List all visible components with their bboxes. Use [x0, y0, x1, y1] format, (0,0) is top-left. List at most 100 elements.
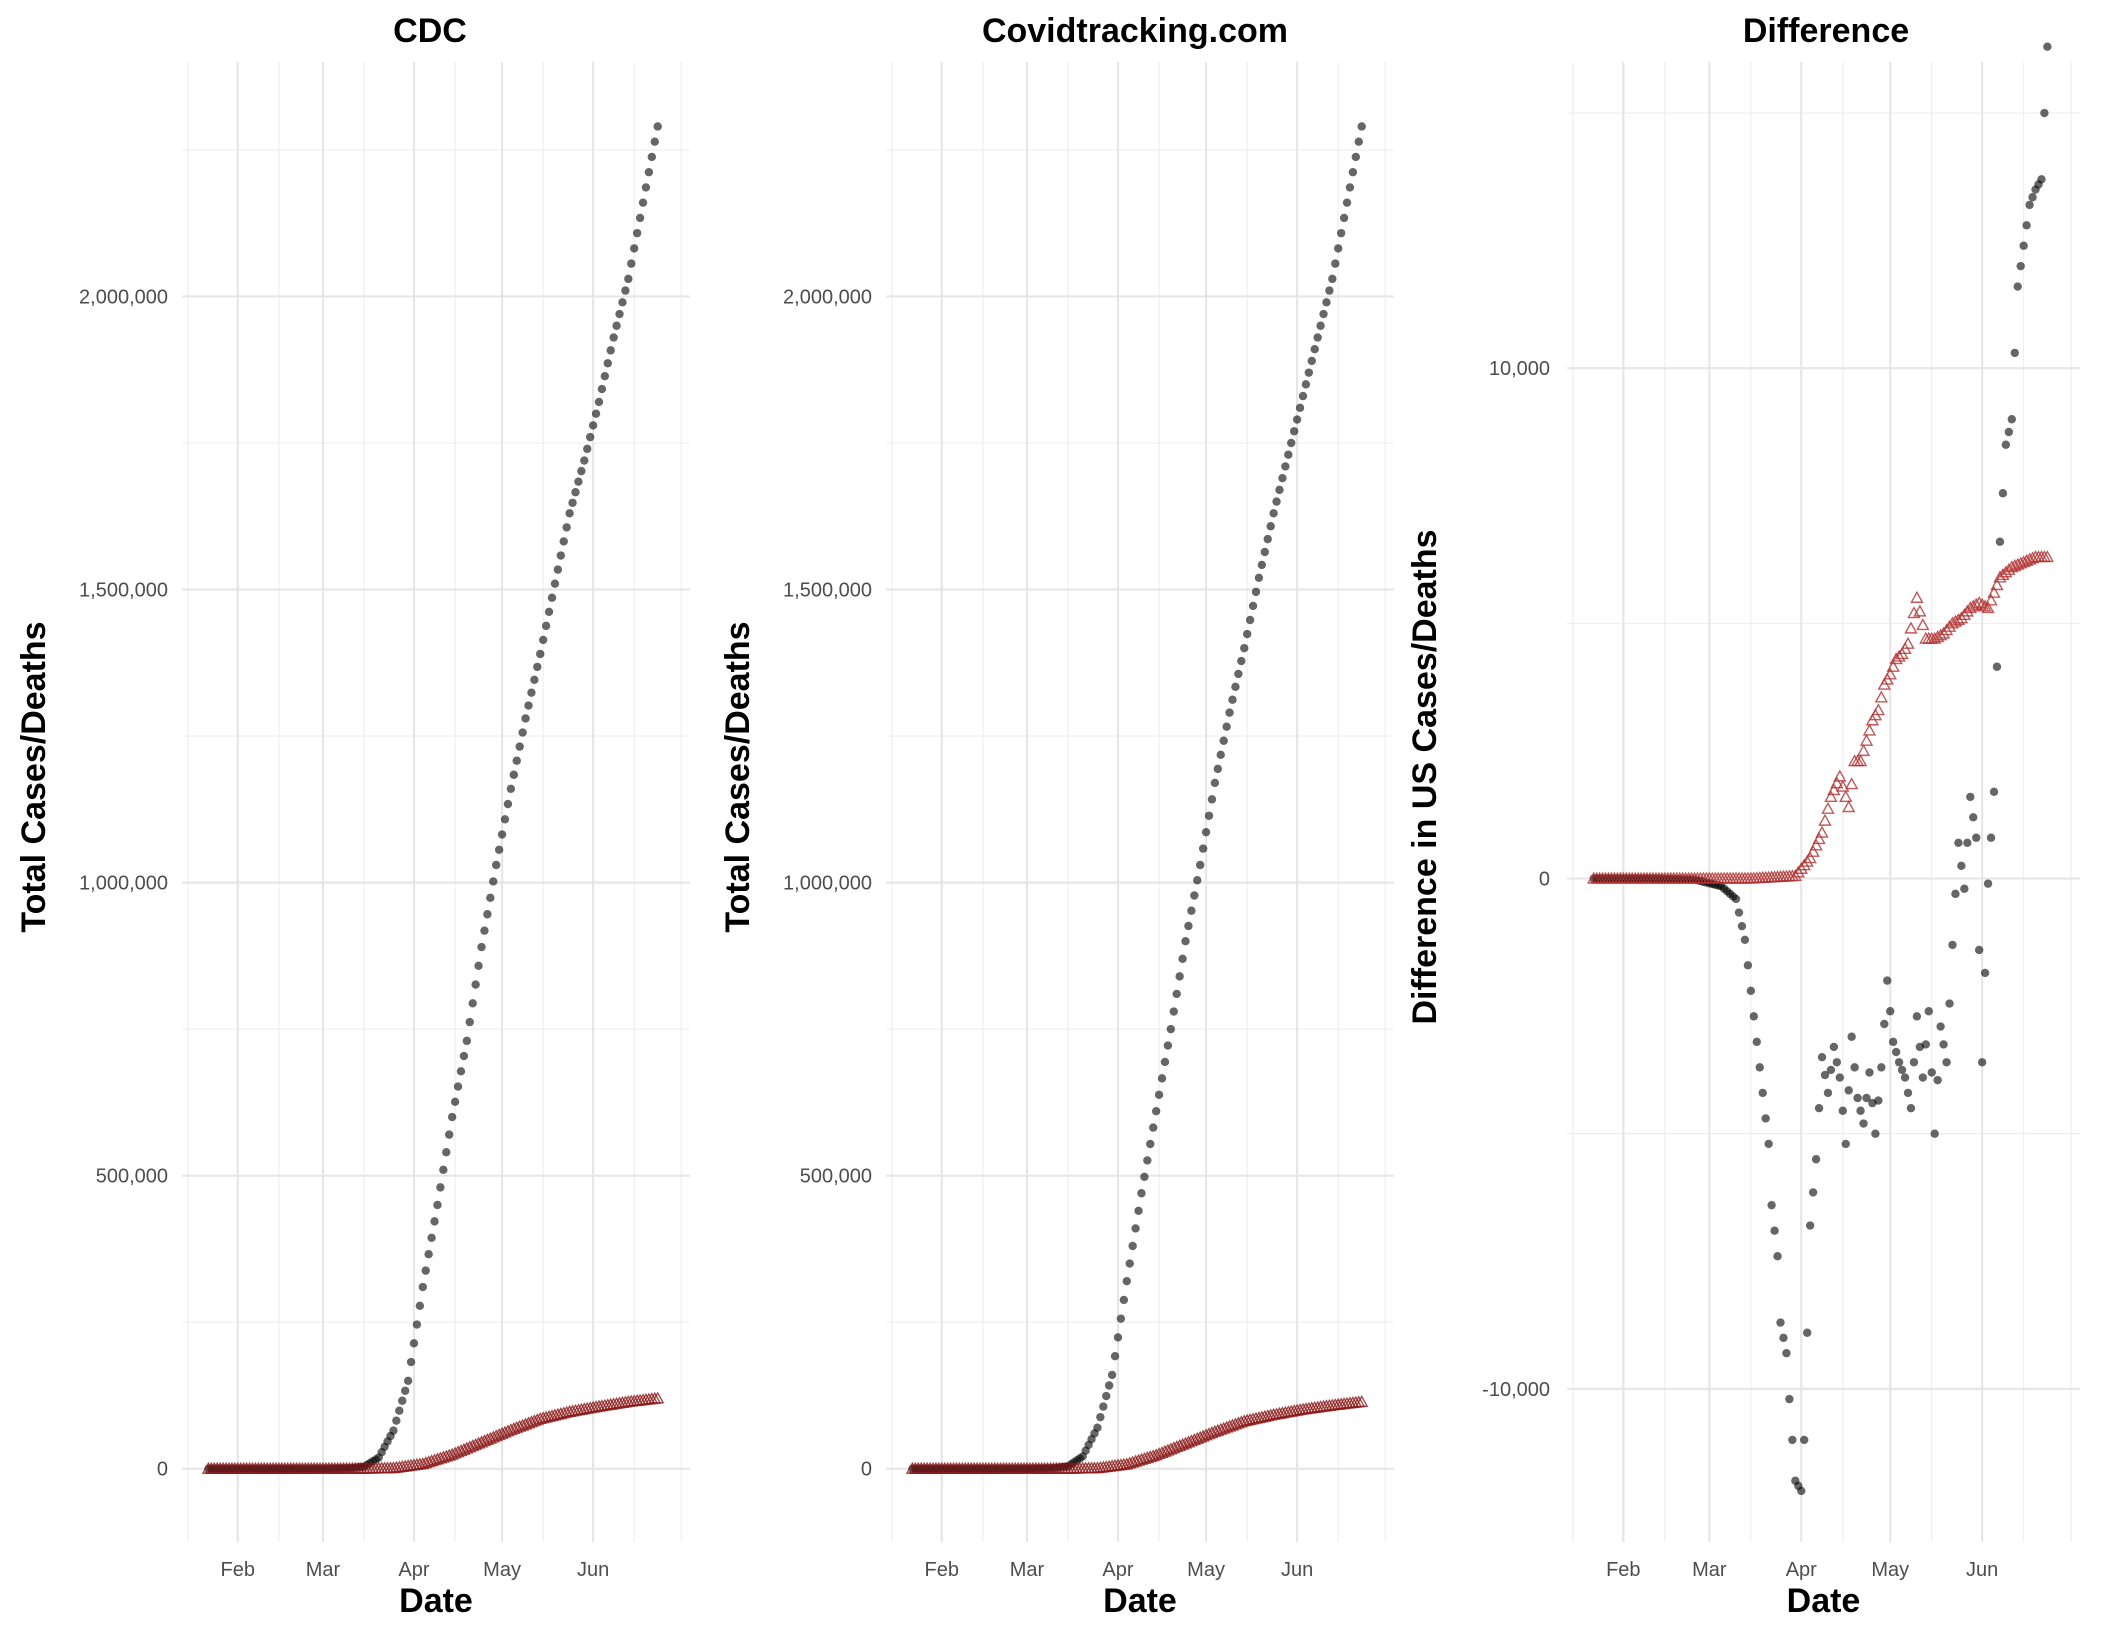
data-point-deaths	[1803, 851, 1817, 864]
data-point-cases	[1289, 427, 1299, 436]
data-point-cases	[1172, 989, 1181, 999]
data-point-deaths	[1172, 1438, 1187, 1451]
data-point-cases	[544, 607, 554, 616]
data-point-cases	[1316, 321, 1325, 330]
data-point-cases	[1251, 587, 1261, 597]
data-point-cases	[1163, 1041, 1173, 1050]
data-point-cases	[465, 1017, 474, 1027]
x-tick-label: Mar	[1010, 1559, 1045, 1581]
data-point-cases	[456, 1067, 466, 1076]
data-point-deaths	[1355, 1394, 1369, 1408]
data-point-deaths	[486, 1430, 500, 1443]
data-point-deaths	[1193, 1430, 1207, 1443]
data-point-cases	[453, 1082, 463, 1091]
data-point-deaths	[1975, 597, 1989, 610]
data-point-cases	[1972, 833, 1981, 842]
data-point-cases	[1874, 1096, 1883, 1105]
data-point-deaths	[1853, 754, 1868, 767]
data-point-cases	[506, 784, 516, 794]
data-point-cases	[450, 1097, 460, 1107]
data-point-deaths	[1936, 626, 1951, 639]
data-point-cases	[2007, 415, 2016, 424]
data-point-deaths	[474, 1435, 489, 1448]
data-point-cases	[538, 635, 548, 645]
data-point-cases	[1989, 787, 1999, 796]
data-point-cases	[1096, 1412, 1105, 1422]
data-point-cases	[489, 877, 498, 886]
data-point-deaths	[1149, 1448, 1163, 1461]
data-point-cases	[1862, 1093, 1871, 1103]
data-point-cases	[559, 537, 568, 546]
data-point-cases	[1995, 537, 2005, 546]
data-point-cases	[447, 1112, 457, 1122]
data-point-cases	[1888, 1037, 1898, 1047]
data-point-cases	[1906, 1104, 1916, 1113]
data-point-cases	[1104, 1381, 1114, 1390]
x-tick-label: May	[1871, 1559, 1909, 1581]
data-point-cases	[1234, 669, 1243, 679]
data-point-deaths	[1916, 618, 1930, 631]
data-point-deaths	[1791, 865, 1805, 878]
series-deaths	[905, 1394, 1369, 1474]
data-point-cases	[1210, 778, 1220, 788]
data-point-deaths	[510, 1420, 524, 1433]
data-point-cases	[1785, 1394, 1794, 1404]
data-point-cases	[1980, 968, 1990, 978]
data-point-cases	[1207, 795, 1217, 804]
data-point-cases	[1151, 1106, 1161, 1116]
data-point-cases	[500, 815, 510, 824]
data-point-cases	[1119, 1295, 1129, 1305]
data-point-cases	[1357, 122, 1366, 131]
data-point-cases	[1797, 1486, 1806, 1496]
data-point-deaths	[1939, 623, 1954, 636]
data-point-cases	[1764, 1139, 1773, 1149]
y-tick-label: 1,000,000	[79, 873, 168, 895]
data-point-cases	[1169, 1007, 1178, 1016]
data-point-deaths	[2005, 560, 2019, 573]
data-point-cases	[585, 432, 595, 442]
y-tick-label: 0	[157, 1459, 168, 1481]
data-point-cases	[1102, 1391, 1111, 1401]
grid	[886, 62, 1394, 1542]
x-tick-label: Jun	[577, 1559, 609, 1581]
data-point-deaths	[2040, 550, 2055, 563]
data-point-cases	[2022, 221, 2031, 230]
data-point-deaths	[2019, 553, 2034, 566]
data-point-cases	[2037, 175, 2046, 184]
data-point-deaths	[492, 1428, 506, 1441]
data-point-deaths	[1862, 723, 1877, 736]
data-point-cases	[1814, 1104, 1824, 1113]
data-point-cases	[627, 259, 636, 268]
data-point-cases	[509, 770, 519, 779]
data-point-cases	[1838, 1106, 1847, 1115]
data-point-cases	[1354, 137, 1363, 146]
y-tick-label: 1,500,000	[79, 580, 168, 602]
data-point-cases	[433, 1200, 442, 1210]
data-point-cases	[1832, 1058, 1842, 1067]
data-point-cases	[400, 1386, 410, 1395]
data-point-cases	[1298, 391, 1308, 401]
data-point-cases	[424, 1250, 433, 1259]
data-point-cases	[1237, 656, 1246, 666]
data-point-cases	[1157, 1074, 1167, 1083]
data-point-cases	[1245, 615, 1255, 625]
data-point-cases	[653, 122, 662, 131]
data-point-deaths	[1892, 649, 1906, 662]
y-tick-label: 1,000,000	[783, 873, 872, 895]
data-point-deaths	[1913, 604, 1927, 617]
data-point-cases	[553, 565, 563, 574]
x-tick-label: Mar	[306, 1559, 341, 1581]
data-point-deaths	[1170, 1440, 1184, 1453]
grid	[1567, 62, 2080, 1542]
x-tick-label: Feb	[925, 1559, 959, 1581]
data-point-cases	[512, 756, 521, 765]
data-point-cases	[477, 942, 486, 952]
data-point-cases	[1304, 368, 1314, 377]
data-point-deaths	[1987, 585, 2001, 598]
data-point-deaths	[1844, 777, 1859, 790]
data-point-cases	[1969, 813, 1978, 822]
panel-1: Feb Mar Apr May Jun 0 500,000 1,000,000 1,500,00…	[15, 12, 690, 1620]
data-point-cases	[1122, 1276, 1131, 1286]
data-point-cases	[547, 593, 557, 602]
data-point-cases	[1974, 945, 1984, 955]
